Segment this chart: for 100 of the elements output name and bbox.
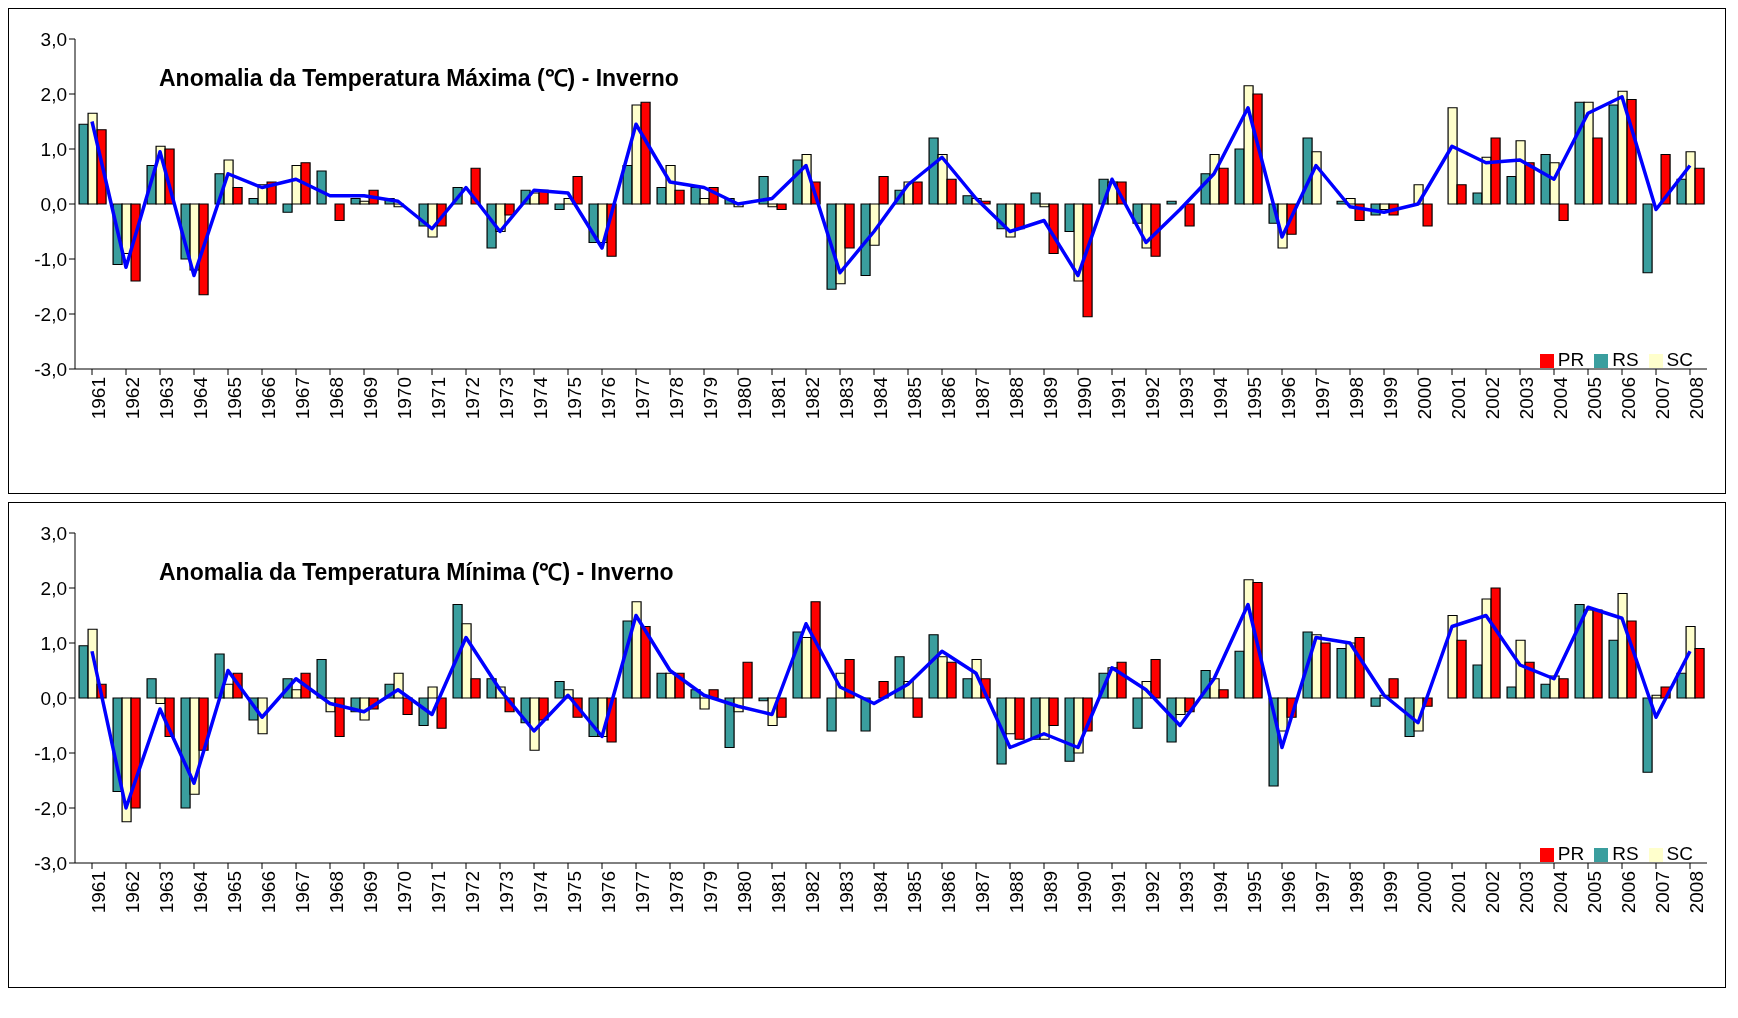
x-tick-label: 1967 <box>292 871 314 914</box>
x-tick-label: 1982 <box>802 377 824 420</box>
y-tick-label: 3,0 <box>40 522 67 544</box>
x-tick-label: 1974 <box>530 870 552 914</box>
y-tick-label: 3,0 <box>40 28 67 50</box>
x-tick-label: 1987 <box>972 377 994 420</box>
x-tick-label: 2004 <box>1550 870 1572 914</box>
y-tick-label: 0,0 <box>40 687 67 709</box>
x-tick-label: 1985 <box>904 377 926 420</box>
x-tick-label: 1963 <box>156 871 178 914</box>
y-tick-label: 2,0 <box>40 577 67 599</box>
x-tick-label: 2006 <box>1618 377 1640 420</box>
x-tick-label: 1973 <box>496 377 518 420</box>
x-tick-label: 1983 <box>836 377 858 420</box>
x-tick-label: 1972 <box>462 377 484 420</box>
x-tick-label: 1990 <box>1074 871 1096 914</box>
x-tick-label: 2001 <box>1448 377 1470 420</box>
x-tick-label: 1979 <box>700 377 722 420</box>
x-tick-label: 1977 <box>632 377 654 420</box>
y-tick-label: -2,0 <box>34 303 67 325</box>
text: Anomalia da Temperatura Máxima (℃) - Inverno <box>159 64 679 93</box>
x-tick-label: 1995 <box>1244 377 1266 420</box>
x-tick-label: 2008 <box>1686 377 1708 420</box>
x-tick-label: 2007 <box>1652 377 1674 420</box>
x-tick-label: 1973 <box>496 871 518 914</box>
x-tick-label: 1989 <box>1040 377 1062 420</box>
x-tick-label: 1968 <box>326 377 348 420</box>
x-tick-label: 1984 <box>870 870 892 914</box>
x-tick-label: 1981 <box>768 377 790 420</box>
legend-label: SC <box>1666 843 1693 864</box>
x-tick-label: 1987 <box>972 871 994 914</box>
y-tick-label: 2,0 <box>40 83 67 105</box>
x-tick-label: 2005 <box>1584 377 1606 420</box>
x-tick-label: 1970 <box>394 377 416 420</box>
x-tick-label: 2005 <box>1584 871 1606 914</box>
x-tick-label: 1965 <box>224 377 246 420</box>
x-tick-label: 1974 <box>530 376 552 420</box>
x-tick-label: 1976 <box>598 377 620 420</box>
x-tick-label: 1969 <box>360 871 382 914</box>
y-tick-label: -3,0 <box>34 358 67 380</box>
y-tick-label: 1,0 <box>40 138 67 160</box>
x-tick-label: 1986 <box>938 871 960 914</box>
x-tick-label: 1997 <box>1312 377 1334 420</box>
x-tick-label: 1990 <box>1074 377 1096 420</box>
x-tick-label: 1971 <box>428 871 450 914</box>
x-tick-label: 1999 <box>1380 871 1402 914</box>
x-tick-label: 2006 <box>1618 871 1640 914</box>
legend-label: SC <box>1666 349 1693 370</box>
x-tick-label: 1978 <box>666 377 688 420</box>
x-tick-label: 1962 <box>122 871 144 914</box>
x-tick-label: 1996 <box>1278 377 1300 420</box>
x-tick-label: 2003 <box>1516 871 1538 914</box>
y-tick-label: 1,0 <box>40 632 67 654</box>
legend-label: RS <box>1612 843 1639 864</box>
x-tick-label: 1982 <box>802 871 824 914</box>
legend-label: PR <box>1557 349 1585 370</box>
x-tick-label: 2002 <box>1482 377 1504 420</box>
x-tick-label: 1986 <box>938 377 960 420</box>
x-tick-label: 1971 <box>428 377 450 420</box>
x-tick-label: 1985 <box>904 871 926 914</box>
x-tick-label: 1988 <box>1006 377 1028 420</box>
x-tick-label: 1999 <box>1380 377 1402 420</box>
x-tick-label: 2001 <box>1448 871 1470 914</box>
x-tick-label: 2004 <box>1550 376 1572 420</box>
x-tick-label: 1995 <box>1244 871 1266 914</box>
x-tick-label: 1994 <box>1210 376 1232 420</box>
x-tick-label: 1989 <box>1040 871 1062 914</box>
x-tick-label: 1996 <box>1278 871 1300 914</box>
x-tick-label: 1976 <box>598 871 620 914</box>
x-tick-label: 1991 <box>1108 377 1130 420</box>
x-tick-label: 1965 <box>224 871 246 914</box>
y-tick-label: -1,0 <box>34 742 67 764</box>
x-tick-label: 1981 <box>768 871 790 914</box>
x-tick-label: 1962 <box>122 377 144 420</box>
x-tick-label: 1969 <box>360 377 382 420</box>
x-tick-label: 1991 <box>1108 871 1130 914</box>
x-tick-label: 1968 <box>326 871 348 914</box>
x-tick-label: 1979 <box>700 871 722 914</box>
x-tick-label: 1997 <box>1312 871 1334 914</box>
x-tick-label: 1980 <box>734 871 756 914</box>
x-tick-label: 1983 <box>836 871 858 914</box>
x-tick-label: 1964 <box>190 376 212 420</box>
legend-label: RS <box>1612 349 1639 370</box>
x-tick-label: 1998 <box>1346 377 1368 420</box>
x-tick-label: 2000 <box>1414 377 1436 420</box>
x-tick-label: 1963 <box>156 377 178 420</box>
y-tick-label: 0,0 <box>40 193 67 215</box>
x-tick-label: 2003 <box>1516 377 1538 420</box>
x-tick-label: 1966 <box>258 871 280 914</box>
x-tick-label: 1972 <box>462 871 484 914</box>
x-tick-label: 1970 <box>394 871 416 914</box>
x-tick-label: 1988 <box>1006 871 1028 914</box>
x-tick-label: 1984 <box>870 376 892 420</box>
x-tick-label: 1961 <box>88 871 110 914</box>
y-tick-label: -2,0 <box>34 797 67 819</box>
x-tick-label: 1998 <box>1346 871 1368 914</box>
x-tick-label: 2002 <box>1482 871 1504 914</box>
x-tick-label: 2008 <box>1686 871 1708 914</box>
x-tick-label: 1978 <box>666 871 688 914</box>
text: Anomalia da Temperatura Mínima (℃) - Inverno <box>159 558 674 587</box>
